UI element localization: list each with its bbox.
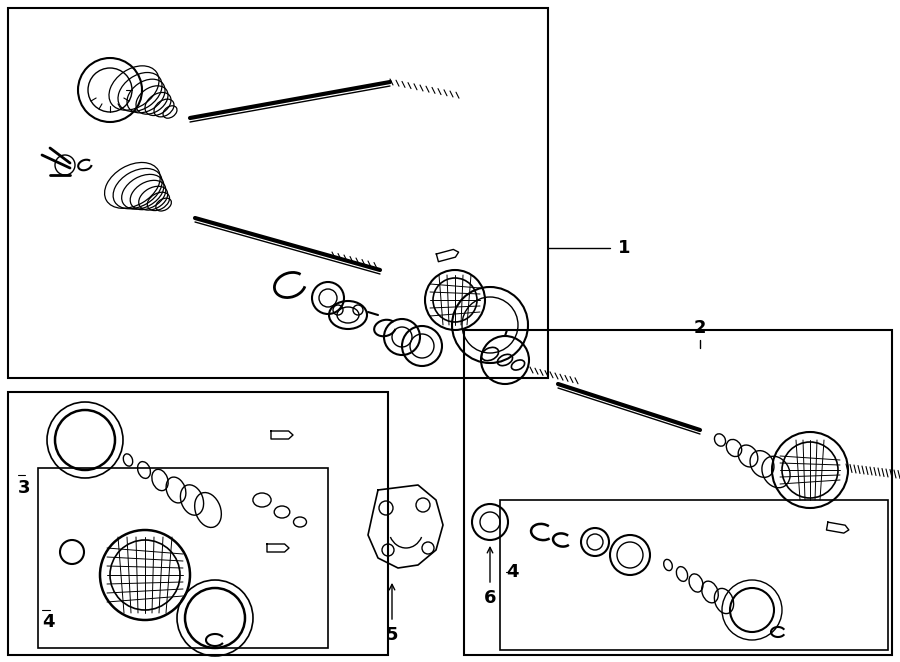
Bar (500, 500, 888, 650)
Bar (8, 392, 388, 655)
Text: 1: 1 (618, 239, 631, 257)
Text: 5: 5 (386, 626, 399, 644)
Text: 4: 4 (506, 563, 518, 581)
Bar (38, 468, 328, 648)
Bar (8, 8, 548, 378)
Bar (464, 330, 892, 655)
Text: 6: 6 (484, 589, 496, 607)
Text: 2: 2 (694, 319, 706, 337)
Text: 4: 4 (42, 613, 55, 631)
Text: 3: 3 (18, 479, 31, 497)
